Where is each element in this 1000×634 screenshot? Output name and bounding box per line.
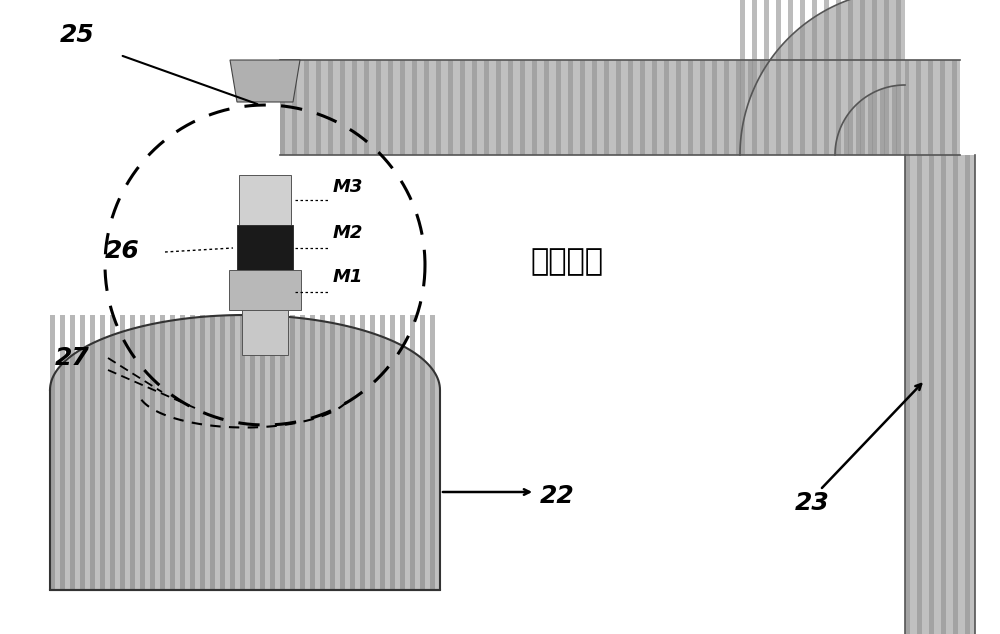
Bar (242, 310, 288, 355)
Bar (237, 225, 293, 270)
Text: 22: 22 (540, 484, 575, 508)
Text: 现有技术: 现有技术 (530, 247, 603, 276)
Text: 26: 26 (105, 239, 140, 263)
Text: 23: 23 (795, 491, 830, 515)
Bar (50, 390, 440, 590)
Bar (280, 60, 960, 155)
Text: M1: M1 (333, 268, 363, 286)
Polygon shape (740, 0, 905, 155)
Polygon shape (230, 60, 300, 102)
Text: M2: M2 (333, 224, 363, 242)
Text: 27: 27 (55, 346, 90, 370)
Text: 25: 25 (60, 23, 95, 47)
Text: M3: M3 (333, 178, 363, 196)
Bar (905, 155, 975, 634)
Polygon shape (50, 315, 440, 390)
Bar (229, 270, 301, 310)
Bar (239, 175, 291, 225)
